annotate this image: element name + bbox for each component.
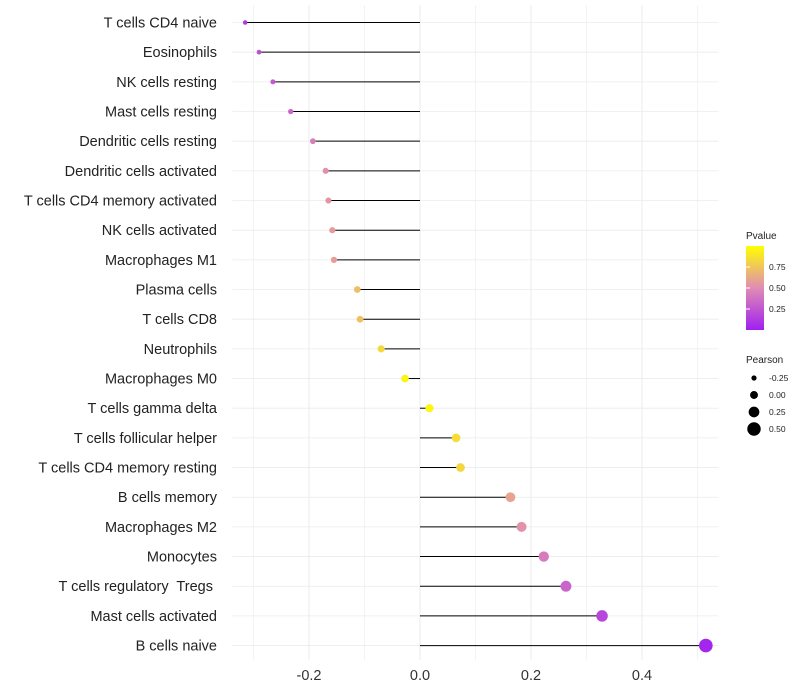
lollipop-point [309,138,316,145]
pvalue-legend-title: Pvalue [746,231,777,242]
y-axis-label: Eosinophils [143,45,217,61]
y-axis-label: B cells memory [118,490,218,506]
lollipop-point [516,521,527,532]
lollipop-point [325,197,332,204]
size-legend-dot [750,391,758,399]
y-axis-label: NK cells activated [102,223,217,239]
y-axis-label: T cells CD4 memory activated [24,194,217,210]
lollipop-point [596,610,608,622]
y-axis-label: Mast cells resting [105,105,217,121]
y-axis-labels: T cells CD4 naive Eosinophils NK cells res… [24,16,218,655]
size-legend-dot [751,375,757,381]
size-legend-label: -0.25 [769,373,789,383]
pvalue-colorbar [746,246,764,330]
y-axis-label: Dendritic cells resting [79,134,217,150]
lollipop-point [456,463,465,472]
pvalue-legend: Pvalue 0.75 0.50 0.25 [746,231,786,330]
lollipop-point [560,580,572,592]
y-axis-label: Dendritic cells activated [65,164,217,180]
lollipop-point [287,108,294,115]
lollipop-point [401,374,409,383]
pearson-legend: Pearson -0.25 0.00 0.25 0.50 [746,355,789,436]
lollipop-point [353,286,361,293]
lollipop-point [377,345,385,353]
lollipop-point [451,433,461,443]
y-axis-label: Monocytes [147,550,217,566]
lollipop-point [356,315,364,323]
x-tick-label: 0.0 [410,668,430,684]
x-tick-label: 0.4 [632,668,652,684]
y-axis-label: B cells naive [136,639,217,655]
y-axis-label: Macrophages M0 [105,372,217,388]
y-axis-label: Plasma cells [136,283,217,299]
y-axis-label: T cells CD8 [142,312,217,328]
lollipop-point [330,256,338,263]
lollipop-point [256,49,262,55]
size-legend-label: 0.25 [769,407,786,417]
y-axis-label: Macrophages M2 [105,520,217,536]
stem-layer [245,22,706,647]
x-tick-label: -0.2 [297,668,322,684]
colorbar-tick-label: 0.50 [769,283,786,293]
y-axis-label: NK cells resting [116,75,217,91]
lollipop-point [425,404,434,413]
y-axis-label: Macrophages M1 [105,253,217,269]
lollipop-point [270,79,276,85]
lollipop-point [505,492,516,503]
y-axis-label: T cells regulatory Tregs [59,579,218,595]
y-axis-label: T cells CD4 memory resting [38,461,217,477]
grid-layer [232,5,719,660]
size-legend-dot [748,406,760,418]
colorbar-tick-label: 0.75 [769,262,786,272]
size-legend-label: 0.00 [769,390,786,400]
pearson-legend-title: Pearson [746,355,783,366]
y-axis-label: T cells follicular helper [74,431,217,447]
size-legend-label: 0.50 [769,424,786,434]
lollipop-point [538,551,549,562]
x-axis-ticks: -0.2 0.0 0.2 0.4 [297,668,653,684]
y-axis-label: T cells CD4 naive [104,16,217,32]
size-legend-dot [747,422,761,436]
y-axis-label: T cells gamma delta [88,401,218,417]
point-layer [242,20,713,653]
y-axis-label: Neutrophils [144,342,217,358]
lollipop-point [329,227,336,234]
x-tick-label: 0.2 [521,668,541,684]
lollipop-point [699,638,713,653]
lollipop-point [322,167,329,174]
colorbar-tick-label: 0.25 [769,304,786,314]
lollipop-point [242,20,248,25]
y-axis-label: Mast cells activated [90,609,217,625]
